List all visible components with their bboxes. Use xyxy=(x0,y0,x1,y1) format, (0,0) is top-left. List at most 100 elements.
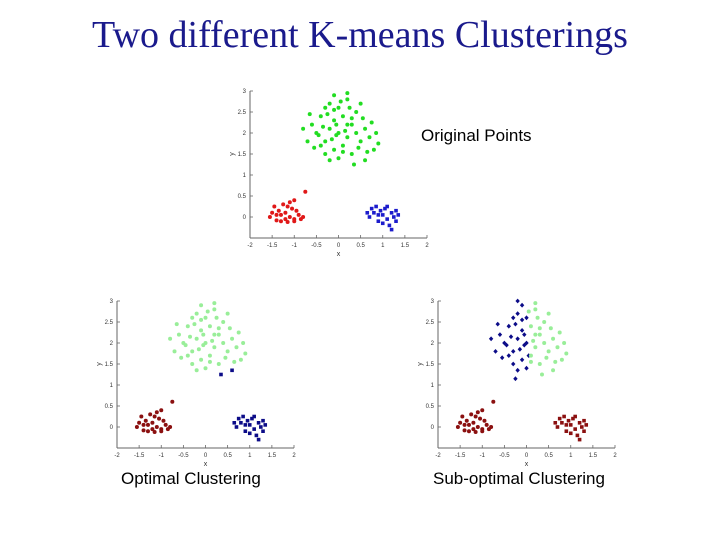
y-tick-label: 2 xyxy=(431,341,435,347)
scatter-point xyxy=(216,362,221,366)
scatter-point xyxy=(287,200,292,205)
scatter-point xyxy=(376,219,381,223)
scatter-point xyxy=(318,114,323,119)
scatter-point xyxy=(553,421,558,425)
scatter-point xyxy=(236,330,241,335)
scatter-point xyxy=(343,128,348,133)
scatter-point xyxy=(194,368,199,373)
scatter-point xyxy=(252,427,256,431)
scatter-point xyxy=(232,421,237,425)
scatter-point xyxy=(551,368,556,373)
scatter-point xyxy=(480,427,485,432)
scatter-point xyxy=(216,326,221,331)
scatter-point xyxy=(349,116,354,121)
scatter-point xyxy=(562,414,566,419)
x-tick-label: 1 xyxy=(248,453,252,459)
scatter-point xyxy=(455,425,460,429)
scatter-point xyxy=(141,422,146,427)
scatter-plot-optimal: -2 -1.5 -1 -0.5 0 0.5 1 1.5 2 0 0.5 1 1.5 2 2.5 3 x y xyxy=(96,299,296,468)
scatter-point xyxy=(312,145,317,150)
scatter-point xyxy=(327,126,332,131)
scatter-point xyxy=(176,332,181,337)
scatter-point xyxy=(261,418,265,423)
scatter-point xyxy=(380,221,385,226)
scatter-point xyxy=(473,430,478,435)
scatter-point xyxy=(332,147,337,152)
scatter-point xyxy=(371,147,376,152)
scatter-point xyxy=(247,423,252,427)
scatter-series-3 xyxy=(365,204,401,232)
scatter-point xyxy=(542,320,547,324)
scatter-point xyxy=(148,412,153,417)
x-tick-label: -0.5 xyxy=(499,453,510,459)
scatter-point xyxy=(338,99,343,104)
scatter-point xyxy=(533,332,538,337)
y-tick-label: 2 xyxy=(243,131,247,137)
scatter-point xyxy=(546,311,551,316)
scatter-point xyxy=(205,309,210,314)
scatter-point xyxy=(214,315,219,320)
scatter-point xyxy=(141,428,146,433)
y-tick-label: 0 xyxy=(243,215,247,221)
scatter-point xyxy=(323,105,328,110)
x-tick-label: -1 xyxy=(292,243,298,249)
scatter-point xyxy=(234,345,239,350)
scatter-point xyxy=(327,101,332,106)
scatter-point xyxy=(506,353,511,358)
scatter-point xyxy=(256,421,261,425)
scatter-point xyxy=(150,420,155,425)
scatter-point xyxy=(582,429,586,433)
x-tick-label: -1 xyxy=(159,453,165,459)
y-tick-label: 0 xyxy=(110,425,114,431)
scatter-point xyxy=(201,343,206,348)
scatter-point xyxy=(334,122,339,127)
scatter-point xyxy=(243,423,248,427)
scatter-point xyxy=(553,359,558,364)
scatter-point xyxy=(150,427,155,432)
scatter-point xyxy=(580,425,584,429)
scatter-point xyxy=(369,120,374,125)
scatter-point xyxy=(196,347,201,352)
scatter-point xyxy=(332,107,337,112)
y-tick-label: 0 xyxy=(431,425,435,431)
x-tick-label: -1.5 xyxy=(455,453,466,459)
scatter-point xyxy=(145,422,150,427)
scatter-point xyxy=(232,359,237,364)
scatter-point xyxy=(347,105,352,110)
scatter-point xyxy=(564,429,569,433)
x-tick-label: -1 xyxy=(480,453,486,459)
scatter-point xyxy=(283,210,288,215)
scatter-point xyxy=(462,428,467,433)
x-tick-label: 1.5 xyxy=(401,243,410,249)
scatter-series-2 xyxy=(267,189,308,225)
scatter-point xyxy=(522,332,527,337)
scatter-point xyxy=(389,211,394,215)
scatter-point xyxy=(475,425,480,429)
scatter-point xyxy=(230,368,234,373)
y-tick-label: 3 xyxy=(110,299,114,305)
scatter-point xyxy=(285,220,290,225)
x-tick-label: 0 xyxy=(204,453,208,459)
scatter-point xyxy=(234,425,239,429)
scatter-point xyxy=(327,158,332,163)
scatter-point xyxy=(531,338,536,343)
x-tick-label: -2 xyxy=(114,453,120,459)
scatter-point xyxy=(528,324,533,329)
scatter-point xyxy=(385,217,389,221)
scatter-point xyxy=(207,324,212,329)
scatter-point xyxy=(298,217,303,222)
scatter-point xyxy=(212,301,217,306)
scatter-series-4 xyxy=(553,414,589,442)
scatter-point xyxy=(321,124,326,129)
scatter-point xyxy=(376,141,381,146)
x-tick-label: 2 xyxy=(292,453,296,459)
scatter-point xyxy=(179,355,184,360)
y-axis-label: y xyxy=(96,362,103,366)
scatter-point xyxy=(566,418,571,423)
scatter-point xyxy=(278,219,283,224)
scatter-point xyxy=(491,399,496,404)
scatter-point xyxy=(365,211,370,215)
scatter-point xyxy=(336,105,341,110)
scatter-point xyxy=(303,189,308,194)
scatter-point xyxy=(517,346,523,352)
